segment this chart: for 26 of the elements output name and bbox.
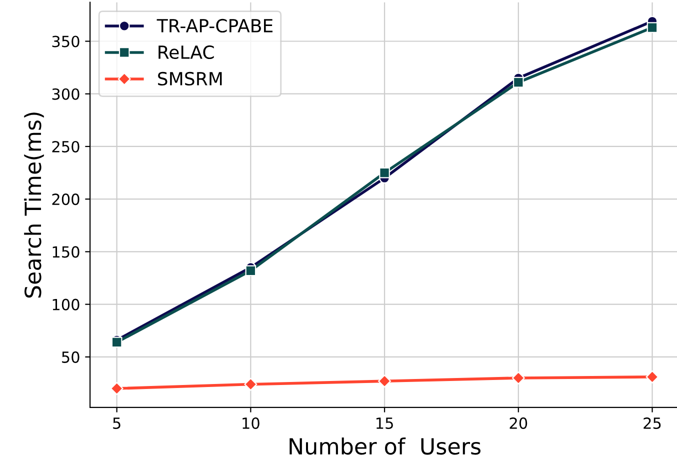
y-axis-title: Search Time(ms) (24, 112, 44, 298)
point (646, 22, 658, 33)
y-tick-label: 200 (52, 194, 80, 206)
point (379, 167, 390, 178)
x-tick-label: 10 (242, 417, 260, 429)
x-tick-label: 5 (113, 418, 120, 429)
y-tick-label: 50 (62, 351, 80, 363)
point (512, 76, 524, 88)
legend-label: SMSRM (158, 72, 222, 86)
y-tick-label: 300 (52, 88, 80, 100)
point (245, 265, 256, 276)
x-tick-label: 15 (376, 418, 393, 429)
y-tick-label: 350 (52, 36, 80, 48)
y-tick-label: 250 (52, 140, 80, 152)
x-axis-title: Number of Users (290, 438, 481, 455)
point (646, 370, 659, 384)
point (244, 378, 258, 391)
legend-label: TR-AP-CPABE (156, 18, 272, 33)
legend-label: ReLAC (158, 45, 214, 60)
x-tick-label: 20 (510, 417, 528, 429)
x-tick-label: 25 (644, 417, 661, 429)
y-tick-label: 150 (52, 246, 80, 258)
point (378, 374, 391, 388)
point (512, 372, 525, 384)
point (110, 382, 124, 395)
y-tick-label: 100 (52, 298, 80, 310)
